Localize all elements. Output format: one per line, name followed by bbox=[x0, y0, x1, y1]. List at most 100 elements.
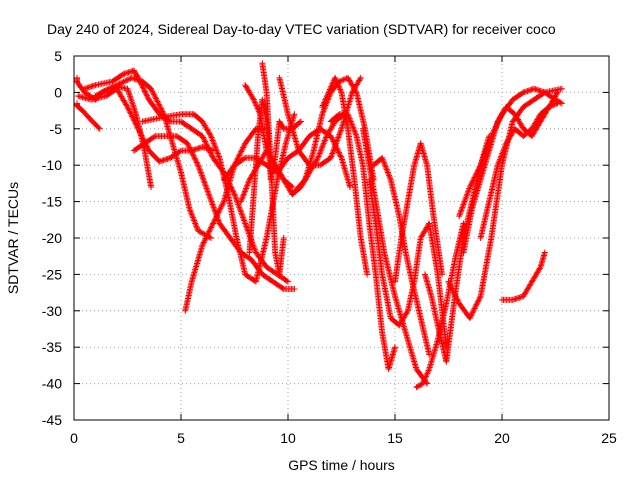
data-point bbox=[192, 221, 199, 228]
data-point bbox=[332, 76, 339, 83]
data-point bbox=[148, 87, 155, 94]
data-point bbox=[95, 124, 102, 131]
data-point bbox=[499, 149, 506, 156]
data-point bbox=[240, 192, 247, 199]
data-point bbox=[451, 290, 458, 297]
data-point bbox=[386, 172, 393, 179]
data-point bbox=[331, 144, 338, 151]
data-point bbox=[132, 120, 139, 127]
data-point bbox=[326, 86, 333, 93]
data-point bbox=[137, 78, 144, 85]
data-point bbox=[245, 179, 252, 186]
data-point bbox=[327, 154, 334, 161]
data-point bbox=[157, 104, 164, 111]
data-point bbox=[337, 87, 344, 94]
data-point bbox=[204, 186, 211, 193]
data-point bbox=[152, 94, 159, 101]
data-point bbox=[120, 78, 127, 85]
data-point bbox=[203, 185, 210, 192]
data-point bbox=[468, 179, 475, 186]
data-point bbox=[464, 191, 471, 198]
data-point bbox=[460, 220, 467, 227]
data-point bbox=[130, 116, 137, 123]
data-point bbox=[240, 216, 247, 223]
data-point bbox=[250, 96, 257, 103]
data-point bbox=[187, 208, 194, 215]
data-point bbox=[347, 184, 354, 191]
data-point bbox=[456, 211, 463, 218]
data-point bbox=[144, 93, 151, 100]
data-point bbox=[380, 159, 387, 166]
data-point bbox=[204, 142, 211, 149]
data-point bbox=[202, 182, 209, 189]
data-point bbox=[130, 102, 137, 109]
data-point bbox=[497, 154, 504, 161]
data-point bbox=[126, 76, 133, 83]
data-point bbox=[421, 377, 428, 384]
data-point bbox=[501, 144, 508, 151]
data-point bbox=[211, 143, 218, 150]
data-point bbox=[328, 153, 335, 160]
data-point bbox=[322, 134, 329, 141]
data-point bbox=[198, 170, 205, 177]
data-point bbox=[151, 133, 158, 140]
data-point bbox=[335, 82, 342, 89]
data-point bbox=[153, 95, 160, 102]
data-point bbox=[475, 166, 482, 173]
data-point bbox=[447, 282, 454, 289]
data-point bbox=[189, 213, 196, 220]
data-point bbox=[156, 102, 163, 109]
data-point bbox=[424, 370, 431, 377]
data-point bbox=[319, 109, 326, 116]
data-point bbox=[184, 140, 191, 147]
data-point bbox=[466, 185, 473, 192]
data-point bbox=[205, 191, 212, 198]
data-point bbox=[238, 210, 245, 217]
data-point bbox=[236, 205, 243, 212]
data-point bbox=[241, 189, 248, 196]
data-point bbox=[127, 110, 134, 117]
data-point bbox=[384, 168, 391, 175]
data-point bbox=[218, 204, 225, 211]
data-point bbox=[131, 118, 138, 125]
data-point bbox=[202, 235, 209, 242]
data-point bbox=[208, 224, 215, 231]
data-point bbox=[285, 278, 291, 285]
data-point bbox=[117, 80, 124, 87]
data-point bbox=[329, 80, 336, 87]
data-point bbox=[320, 140, 327, 147]
data-point bbox=[450, 288, 457, 295]
data-point bbox=[519, 90, 526, 97]
data-point bbox=[150, 90, 157, 97]
data-point bbox=[242, 220, 249, 227]
data-point bbox=[190, 152, 197, 159]
series-track-4 bbox=[75, 85, 217, 165]
data-point bbox=[356, 76, 363, 83]
data-point bbox=[478, 159, 485, 166]
data-point bbox=[192, 220, 199, 227]
data-point bbox=[423, 371, 430, 378]
data-point bbox=[323, 95, 330, 102]
data-point bbox=[138, 132, 145, 139]
data-point bbox=[348, 119, 355, 126]
data-point bbox=[204, 188, 211, 195]
data-point bbox=[208, 150, 215, 157]
data-point bbox=[500, 146, 507, 153]
data-point bbox=[383, 166, 390, 173]
data-point bbox=[197, 169, 204, 176]
data-point bbox=[139, 135, 146, 142]
data-point bbox=[319, 111, 326, 118]
data-point bbox=[151, 92, 158, 99]
data-point bbox=[349, 122, 356, 129]
data-point bbox=[324, 92, 331, 99]
data-point bbox=[239, 195, 246, 202]
y-tick-label: -15 bbox=[42, 194, 62, 210]
y-tick-label: -20 bbox=[42, 230, 62, 246]
data-point bbox=[321, 99, 328, 106]
data-point bbox=[125, 87, 132, 94]
data-point bbox=[456, 213, 463, 220]
data-point bbox=[188, 148, 195, 155]
data-point bbox=[243, 184, 250, 191]
y-tick-label: -25 bbox=[42, 266, 62, 282]
